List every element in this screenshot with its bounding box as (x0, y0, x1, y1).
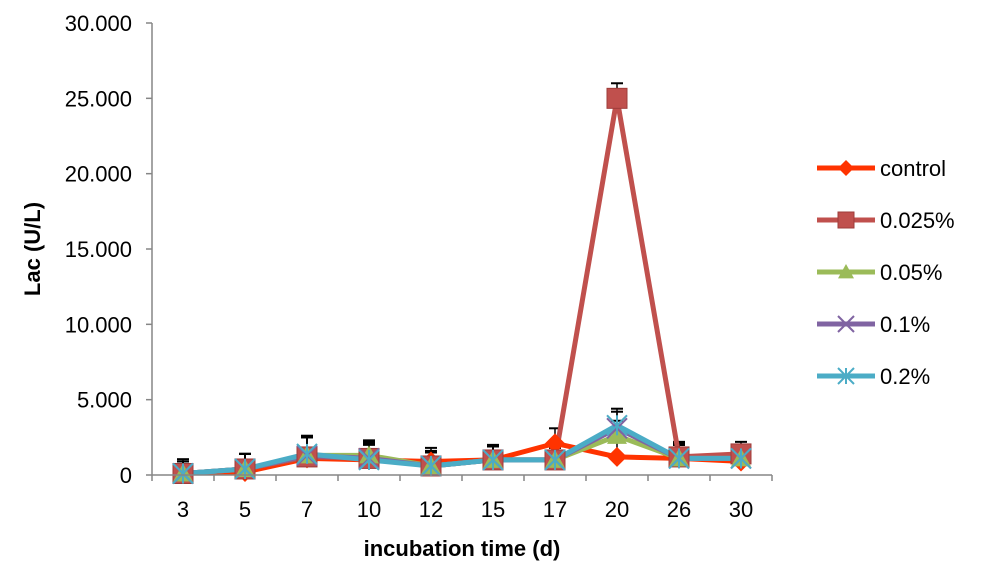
data-point-4-3 (358, 449, 380, 471)
x-tick-label: 12 (419, 497, 443, 522)
axes (146, 22, 773, 481)
legend-label-1: 0.025% (880, 208, 955, 233)
legend-marker-4 (837, 367, 855, 385)
data-point-1-7 (606, 87, 628, 109)
y-tick-label: 0 (120, 463, 132, 488)
series-line-1 (182, 95, 742, 476)
data-point-4-5 (482, 449, 504, 471)
legend-marker-2 (838, 264, 854, 279)
x-tick-label: 5 (239, 497, 251, 522)
data-point-4-0 (172, 462, 194, 485)
x-tick-label: 10 (357, 497, 381, 522)
data-point-4-8 (668, 447, 690, 470)
error-bars (177, 82, 747, 474)
y-axis-title: Lac (U/L) (20, 202, 45, 296)
x-tick-label: 7 (301, 497, 313, 522)
series-markers (172, 87, 752, 485)
plot-area: 0 5.000 10.000 15.000 20.000 25.000 30.000 3 5 7 1… (65, 11, 773, 522)
x-axis-title: incubation time (d) (364, 536, 561, 561)
data-point-4-9 (730, 447, 752, 470)
legend-marker-0 (838, 160, 854, 176)
data-point-4-6 (544, 449, 566, 471)
x-tick-label: 3 (177, 497, 189, 522)
series-lines (182, 95, 742, 476)
x-tick-label: 20 (605, 497, 629, 522)
legend-marker-1 (837, 211, 855, 229)
legend: control 0.025% 0.05% 0.1% 0.2% (817, 156, 955, 389)
data-point-4-4 (420, 455, 442, 477)
tick-labels: 0 5.000 10.000 15.000 20.000 25.000 30.000 3 5 7 1… (65, 11, 754, 522)
x-tick-label: 17 (543, 497, 567, 522)
data-point-4-2 (296, 443, 318, 465)
x-tick-label: 26 (667, 497, 691, 522)
y-tick-label: 10.000 (65, 312, 132, 337)
legend-label-0: control (880, 156, 946, 181)
data-point-0-7 (607, 446, 627, 467)
y-tick-label: 15.000 (65, 237, 132, 262)
legend-label-4: 0.2% (880, 364, 930, 389)
series-line-4 (182, 422, 741, 476)
x-tick-label: 30 (729, 497, 753, 522)
legend-marker-3 (837, 315, 855, 333)
data-point-0-6 (545, 433, 565, 454)
legend-label-2: 0.05% (880, 260, 942, 285)
y-tick-label: 20.000 (65, 162, 132, 187)
legend-label-3: 0.1% (880, 312, 930, 337)
y-tick-label: 25.000 (65, 86, 132, 111)
data-point-4-7 (606, 414, 628, 436)
y-tick-label: 5.000 (77, 388, 132, 413)
y-tick-label: 30.000 (65, 11, 132, 36)
x-tick-label: 15 (481, 497, 505, 522)
